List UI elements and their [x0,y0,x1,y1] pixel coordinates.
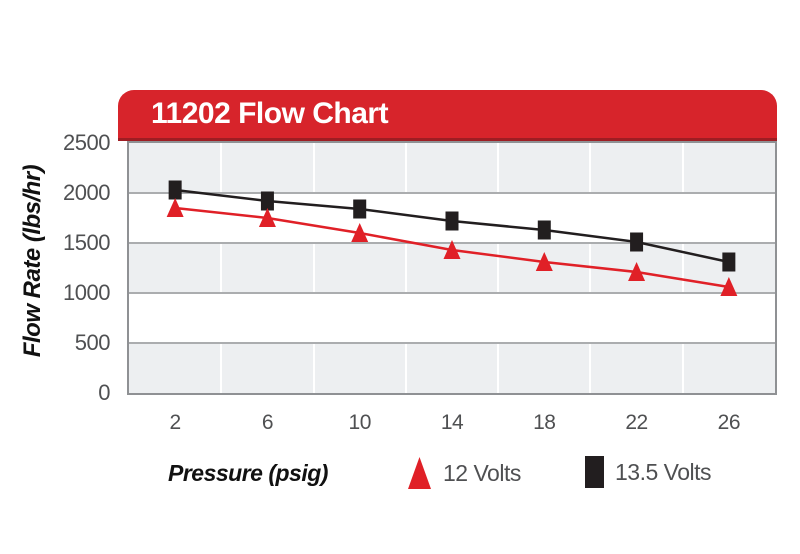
series-layer [166,180,738,296]
plot-band [129,143,775,193]
data-point-marker [258,208,276,227]
y-tick-label: 0 [98,380,110,405]
x-tick-label: 10 [348,411,372,434]
x-axis-title: Pressure (psig) [168,460,328,486]
data-point-marker [630,232,644,252]
legend-label: 13.5 Volts [615,458,712,485]
v-gridline [404,143,407,393]
plot-band [129,343,775,393]
plot-band [129,293,775,343]
data-point-marker [537,220,551,240]
data-point-marker [722,252,736,272]
data-point-marker [168,180,182,200]
chart-title: 11202 Flow Chart [151,97,389,130]
data-point-marker [535,252,553,271]
legend-item-13-5-volts: 13.5 Volts [585,456,712,488]
triangle-marker-icon [408,457,431,489]
data-point-marker [445,211,459,231]
plot-area [127,141,777,395]
y-tick-label: 2500 [63,130,110,155]
legend-label: 12 Volts [443,459,521,486]
x-tick-label: 2 [169,411,182,434]
data-point-marker [351,223,369,242]
y-tick-label: 500 [74,330,111,355]
data-point-marker [628,262,646,281]
x-tick-label: 22 [625,411,648,434]
chart-title-banner: 11202 Flow Chart [118,90,777,141]
v-gridline [220,143,223,393]
h-gridline [129,342,775,344]
y-tick-label: 2000 [63,180,110,205]
y-tick-label: 1500 [63,230,110,255]
v-gridline [681,143,684,393]
square-marker-icon [585,456,604,488]
x-tick-label: 14 [440,411,464,434]
data-point-marker [260,191,274,211]
data-point-marker [166,198,184,217]
h-gridline [129,292,775,294]
legend-item-12-volts: 12 Volts [407,456,521,490]
x-tick-label: 26 [717,411,741,434]
y-tick-label: 1000 [63,280,110,305]
v-gridline [497,143,500,393]
v-gridline [312,143,315,393]
x-tick-label: 6 [261,411,274,434]
data-point-marker [720,277,738,296]
x-tick-label: 18 [533,411,556,434]
data-point-marker [443,240,461,259]
data-point-marker [353,199,367,219]
h-gridline [129,192,775,194]
